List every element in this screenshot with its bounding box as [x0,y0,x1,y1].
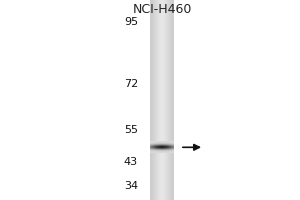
Text: NCI-H460: NCI-H460 [132,3,192,16]
Text: 95: 95 [124,17,138,27]
Text: 43: 43 [124,157,138,167]
Text: 34: 34 [124,181,138,191]
Text: 55: 55 [124,125,138,135]
Text: 72: 72 [124,79,138,89]
